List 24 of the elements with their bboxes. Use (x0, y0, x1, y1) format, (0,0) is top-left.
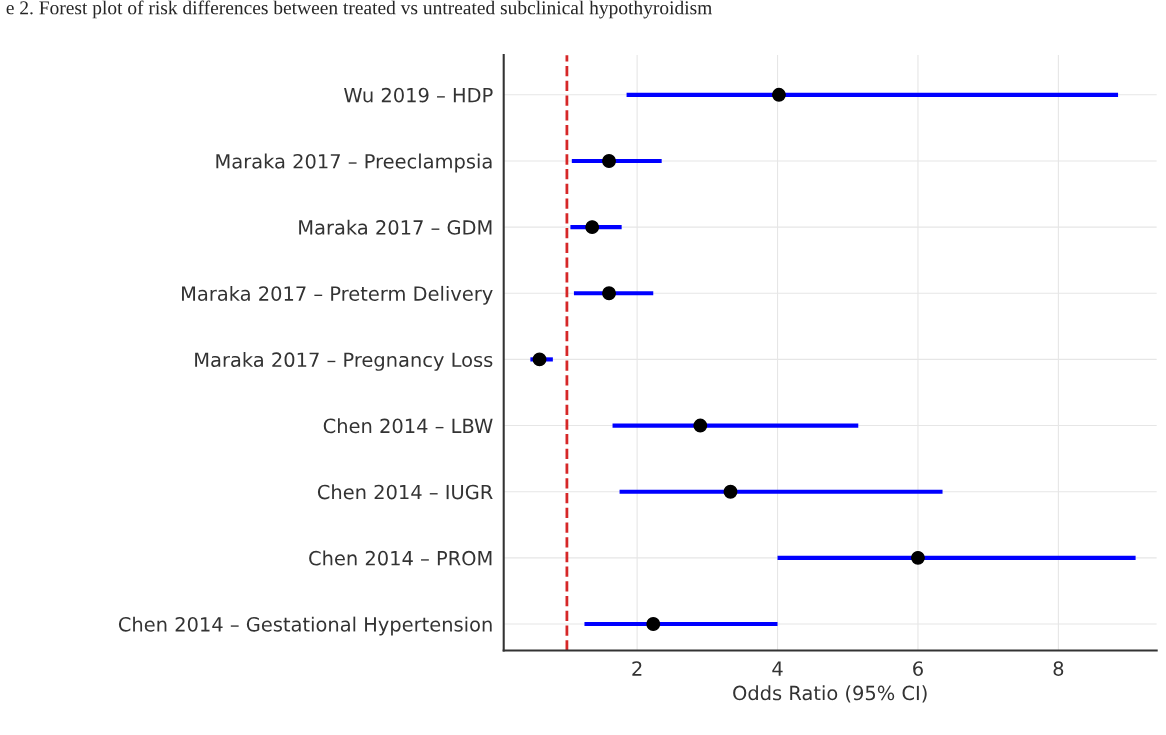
point (602, 286, 616, 301)
x-axis-title: Odds Ratio (95% CI) (733, 685, 927, 703)
y-tick-label: Maraka 2017 – Preterm Delivery (182, 285, 493, 305)
y-tick-label: Maraka 2017 – GDM (299, 219, 492, 235)
chart-title: e 2. Forest plot of risk differences between treated vs untreated subclinical hypothyroidism (6, 0, 712, 19)
y-tick-label: Chen 2014 – LBW (323, 418, 493, 434)
point (585, 220, 600, 235)
y-tick-label: Wu 2019 – HDP (344, 87, 493, 103)
point (602, 154, 616, 168)
point (771, 87, 786, 102)
y-tick-label: Chen 2014 – IUGR (317, 484, 493, 500)
point (693, 418, 708, 433)
x-tick-label: 8 (1053, 661, 1064, 676)
point (911, 550, 925, 565)
y-tick-label: Maraka 2017 – Preeclampsia (216, 153, 492, 173)
y-tick-label: Chen 2014 – Gestational Hypertension (118, 616, 492, 636)
x-tick-label: 6 (913, 661, 923, 676)
x-tick-label: 2 (632, 661, 642, 676)
point (646, 617, 661, 631)
point (723, 484, 738, 499)
point (532, 352, 547, 367)
x-tick-label: 4 (772, 661, 783, 676)
y-tick-label: Maraka 2017 – Pregnancy Loss (195, 352, 493, 371)
y-tick-label: Chen 2014 – PROM (309, 550, 492, 566)
